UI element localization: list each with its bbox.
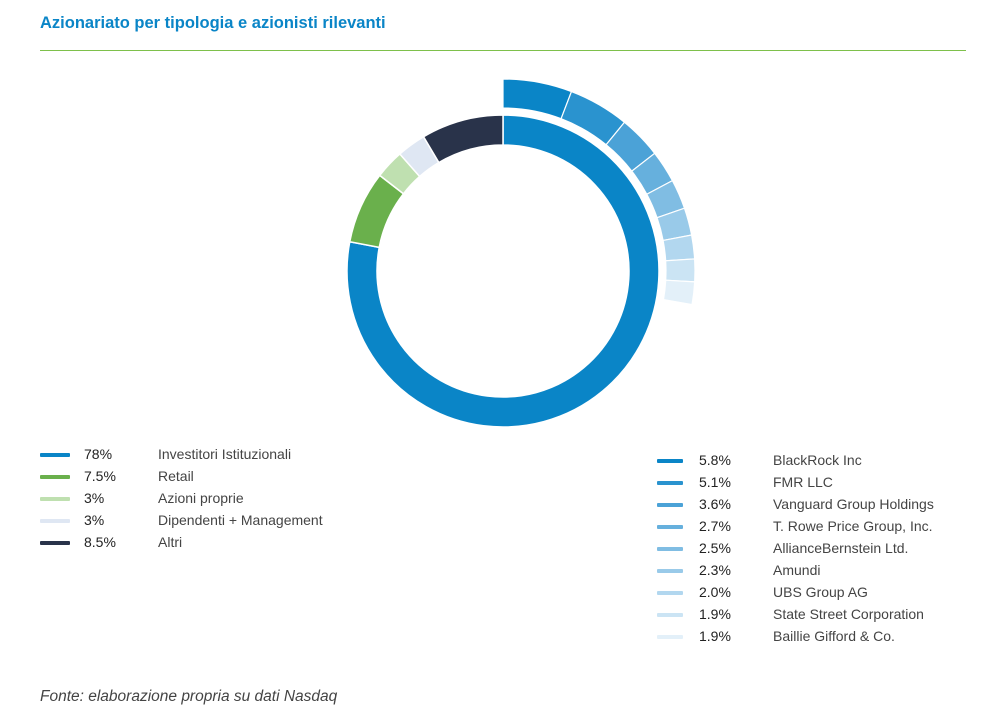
legend-type-value: 8.5% xyxy=(84,534,116,550)
legend-type-swatch xyxy=(40,497,70,501)
legend-type-item: 3% Dipendenti + Management xyxy=(40,512,460,534)
legend-holder-value: 2.7% xyxy=(699,518,731,534)
legend-holder-label: Vanguard Group Holdings xyxy=(773,496,934,512)
legend-type-swatch xyxy=(40,519,70,523)
legend-type-label: Dipendenti + Management xyxy=(158,512,323,528)
legend-type-swatch xyxy=(40,541,70,545)
legend-holder-label: Amundi xyxy=(773,562,821,578)
legend-holder-label: BlackRock Inc xyxy=(773,452,862,468)
legend-holder-label: AllianceBernstein Ltd. xyxy=(773,540,909,556)
source-note: Fonte: elaborazione propria su dati Nasd… xyxy=(40,688,338,705)
legend-holder-swatch xyxy=(657,481,683,485)
legend-holder-label: FMR LLC xyxy=(773,474,833,490)
legend-type-value: 3% xyxy=(84,512,105,528)
legend-holder-value: 5.1% xyxy=(699,474,731,490)
legend-type-label: Retail xyxy=(158,468,194,484)
legend-holder-item: 5.8% BlackRock Inc xyxy=(657,452,987,474)
legend-holder-item: 2.5% AllianceBernstein Ltd. xyxy=(657,540,987,562)
outer-slice-blackrock-inc xyxy=(502,78,573,120)
legend-holder-item: 5.1% FMR LLC xyxy=(657,474,987,496)
legend-ownership-type: 78% Investitori Istituzionali 7.5% Retail 3%… xyxy=(40,446,460,556)
legend-type-item: 7.5% Retail xyxy=(40,468,460,490)
legend-holder-item: 2.3% Amundi xyxy=(657,562,987,584)
legend-holder-swatch xyxy=(657,547,683,551)
legend-holder-value: 5.8% xyxy=(699,452,731,468)
legend-type-item: 8.5% Altri xyxy=(40,534,460,556)
legend-holder-item: 1.9% State Street Corporation xyxy=(657,606,987,628)
outer-slice-state-street-corporation xyxy=(665,258,696,283)
legend-holder-label: Baillie Gifford & Co. xyxy=(773,628,895,644)
legend-type-label: Azioni proprie xyxy=(158,490,244,506)
legend-type-item: 3% Azioni proprie xyxy=(40,490,460,512)
legend-holder-value: 3.6% xyxy=(699,496,731,512)
legend-type-label: Altri xyxy=(158,534,183,550)
legend-holder-label: T. Rowe Price Group, Inc. xyxy=(773,518,933,534)
legend-holder-item: 1.9% Baillie Gifford & Co. xyxy=(657,628,987,650)
legend-holder-swatch xyxy=(657,525,683,529)
legend-type-value: 3% xyxy=(84,490,105,506)
legend-holder-swatch xyxy=(657,635,683,639)
legend-holder-label: State Street Corporation xyxy=(773,606,924,622)
title-divider xyxy=(40,50,966,51)
legend-holder-item: 2.7% T. Rowe Price Group, Inc. xyxy=(657,518,987,540)
legend-holder-swatch xyxy=(657,613,683,617)
legend-holder-label: UBS Group AG xyxy=(773,584,868,600)
inner-slice-investitori-istituzionali xyxy=(346,114,660,428)
legend-holder-swatch xyxy=(657,569,683,573)
legend-holder-value: 2.5% xyxy=(699,540,731,556)
legend-holder-item: 2.0% UBS Group AG xyxy=(657,584,987,606)
legend-holder-value: 2.3% xyxy=(699,562,731,578)
legend-type-value: 7.5% xyxy=(84,468,116,484)
legend-holder-item: 3.6% Vanguard Group Holdings xyxy=(657,496,987,518)
legend-holder-swatch xyxy=(657,459,683,463)
legend-holder-value: 1.9% xyxy=(699,628,731,644)
legend-type-label: Investitori Istituzionali xyxy=(158,446,292,462)
legend-type-value: 78% xyxy=(84,446,113,462)
legend-holder-swatch xyxy=(657,503,683,507)
legend-type-item: 78% Investitori Istituzionali xyxy=(40,446,460,468)
legend-type-swatch xyxy=(40,453,70,457)
legend-holder-value: 1.9% xyxy=(699,606,731,622)
outer-slice-baillie-gifford-co xyxy=(662,279,696,306)
chart-title: Azionariato per tipologia e azionisti ri… xyxy=(40,14,386,32)
legend-relevant-shareholders: 5.8% BlackRock Inc 5.1% FMR LLC 3.6% Vanguard… xyxy=(657,452,987,650)
legend-type-swatch xyxy=(40,475,70,479)
legend-holder-value: 2.0% xyxy=(699,584,731,600)
inner-slice-altri xyxy=(422,114,504,164)
legend-holder-swatch xyxy=(657,591,683,595)
